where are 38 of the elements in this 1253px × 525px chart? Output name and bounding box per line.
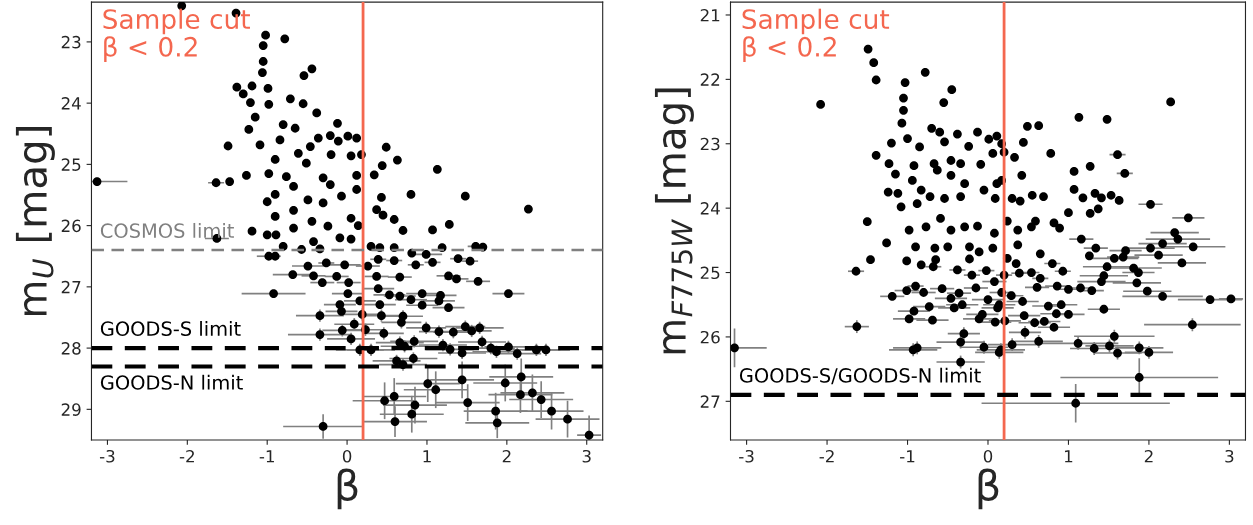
y-tick-label: 26 xyxy=(61,219,81,233)
y-tick-label: 27 xyxy=(700,395,720,408)
y-axis-title: m$_{F775W}$ [mag] xyxy=(654,88,694,354)
x-tick-label: 3 xyxy=(1225,449,1234,463)
ref-line-label: GOODS-S/GOODS-N limit xyxy=(739,367,981,385)
x-tick-label: 3 xyxy=(582,449,591,463)
x-tick-label: 1 xyxy=(1064,450,1073,463)
y-tick-label: 24 xyxy=(700,202,720,215)
x-tick-label: -1 xyxy=(900,450,915,463)
y-axis-title: m$_{U}$ [mag] xyxy=(15,127,55,316)
y-tick-label: 24 xyxy=(61,97,81,110)
x-tick-label: -3 xyxy=(99,449,115,463)
y-tick-label: 28 xyxy=(61,342,81,355)
y-tick-label: 22 xyxy=(700,73,720,86)
ref-line-label: Sample cut β < 0.2 xyxy=(742,8,890,62)
y-tick-label: 29 xyxy=(61,403,81,416)
x-tick-label: -2 xyxy=(179,449,194,463)
x-tick-label: 1 xyxy=(423,450,431,463)
ref-line-label: COSMOS limit xyxy=(100,222,234,239)
y-tick-label: 23 xyxy=(700,137,720,151)
x-tick-label: 2 xyxy=(1144,449,1153,463)
x-tick-label: 0 xyxy=(983,449,993,463)
y-tick-label: 27 xyxy=(61,280,81,294)
x-axis-title: β xyxy=(978,468,999,510)
x-tick-label: -2 xyxy=(819,449,834,463)
y-tick-label: 23 xyxy=(61,35,81,49)
ref-line-label: Sample cut β < 0.2 xyxy=(103,8,250,62)
x-tick-label: -1 xyxy=(259,450,274,463)
y-tick-label: 21 xyxy=(700,8,720,22)
x-axis-title: β xyxy=(337,468,358,510)
ref-line-label: GOODS-S limit xyxy=(100,320,241,336)
x-tick-label: 0 xyxy=(342,449,352,463)
x-tick-label: 2 xyxy=(502,449,511,463)
x-tick-label: -3 xyxy=(739,449,754,463)
y-tick-label: 25 xyxy=(61,158,81,171)
ref-line-label: GOODS-N limit xyxy=(100,374,243,390)
y-tick-label: 26 xyxy=(700,330,720,344)
y-tick-label: 25 xyxy=(700,266,720,280)
